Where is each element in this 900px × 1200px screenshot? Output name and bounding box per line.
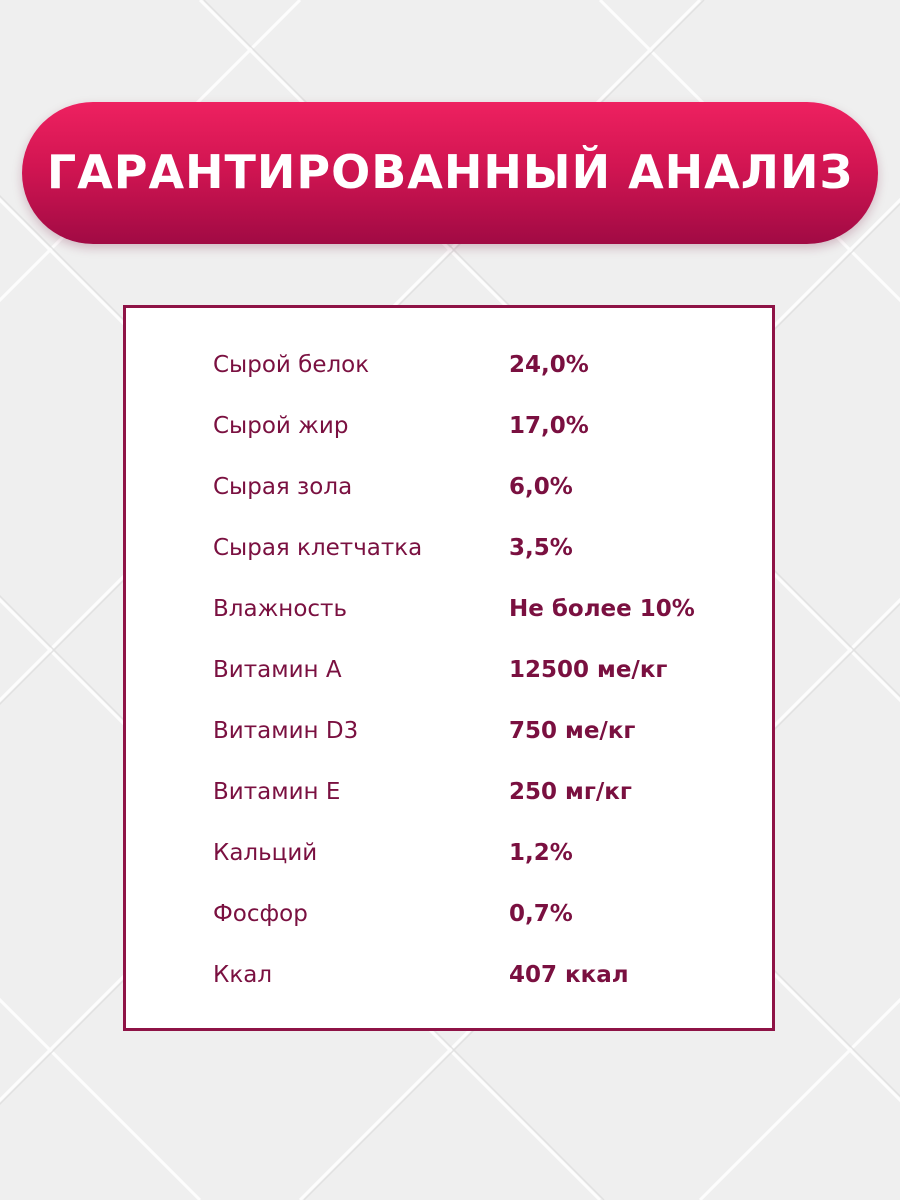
analysis-label: Сырой жир — [213, 413, 349, 439]
analysis-label: Фосфор — [213, 901, 308, 927]
analysis-label: Ккал — [213, 962, 273, 988]
analysis-row: Ккал 407 ккал — [126, 955, 772, 995]
analysis-row: Кальций 1,2% — [126, 833, 772, 873]
analysis-value: 24,0% — [509, 352, 589, 378]
analysis-value: 250 мг/кг — [509, 779, 632, 805]
analysis-row: Витамин D3 750 ме/кг — [126, 711, 772, 751]
analysis-label: Сырая зола — [213, 474, 353, 500]
analysis-label: Витамин А — [213, 657, 342, 683]
analysis-panel: Сырой белок 24,0% Сырой жир 17,0% Сырая зола… — [123, 305, 775, 1031]
analysis-label: Сырая клетчатка — [213, 535, 423, 561]
page-title: ГАРАНТИРОВАННЫЙ АНАЛИЗ — [46, 145, 854, 199]
analysis-row: Сырая зола 6,0% — [126, 467, 772, 507]
analysis-row: Сырая клетчатка 3,5% — [126, 528, 772, 568]
analysis-label: Витамин D3 — [213, 718, 359, 744]
analysis-label: Кальций — [213, 840, 318, 866]
analysis-row: Фосфор 0,7% — [126, 894, 772, 934]
analysis-value: 1,2% — [509, 840, 573, 866]
analysis-label: Сырой белок — [213, 352, 370, 378]
analysis-value: 6,0% — [509, 474, 573, 500]
analysis-row: Влажность Не более 10% — [126, 589, 772, 629]
analysis-value: 407 ккал — [509, 962, 629, 988]
title-banner: ГАРАНТИРОВАННЫЙ АНАЛИЗ — [22, 102, 878, 244]
analysis-value: 3,5% — [509, 535, 573, 561]
analysis-row: Витамин Е 250 мг/кг — [126, 772, 772, 812]
analysis-label: Влажность — [213, 596, 348, 622]
analysis-row: Сырой жир 17,0% — [126, 406, 772, 446]
analysis-value: 17,0% — [509, 413, 589, 439]
analysis-value: 12500 ме/кг — [509, 657, 668, 683]
analysis-row: Витамин А 12500 ме/кг — [126, 650, 772, 690]
analysis-value: 0,7% — [509, 901, 573, 927]
analysis-label: Витамин Е — [213, 779, 341, 805]
analysis-value: Не более 10% — [509, 596, 695, 622]
analysis-value: 750 ме/кг — [509, 718, 636, 744]
analysis-row: Сырой белок 24,0% — [126, 345, 772, 385]
